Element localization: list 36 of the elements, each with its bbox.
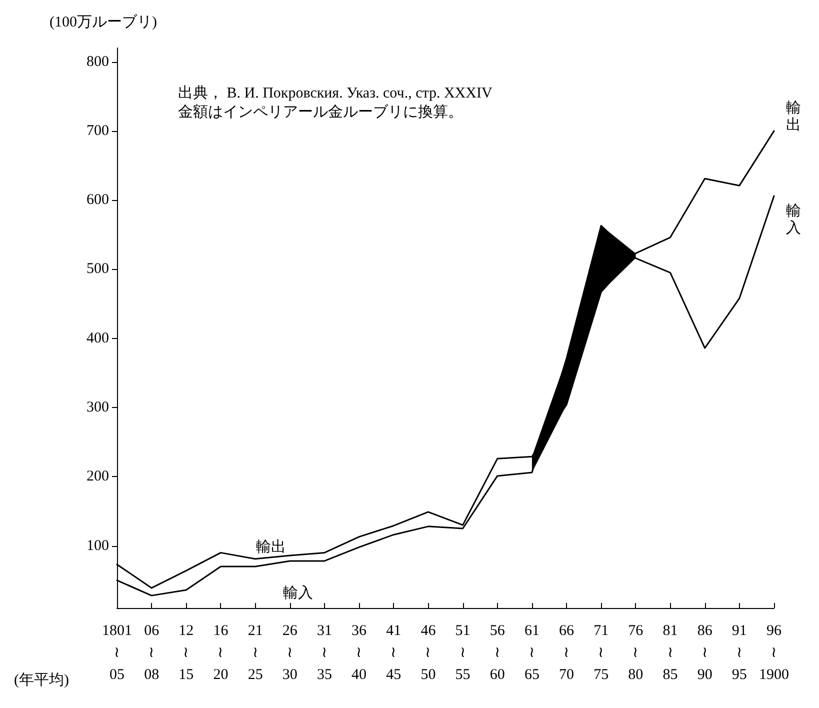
y-axis-title: (100万ルーブリ) <box>50 14 157 30</box>
y-tick-label: 500 <box>86 261 109 278</box>
y-tick-label: 800 <box>86 54 109 70</box>
series-label: 輸入 <box>786 202 801 236</box>
x-tick-label: 61 ≀ 65 <box>524 623 540 683</box>
x-tick-label: 16 ≀ 20 <box>213 623 229 683</box>
x-tick-label: 91 ≀ 95 <box>732 623 747 683</box>
x-tick-label: 86 ≀ 90 <box>697 623 713 683</box>
annotation: 出典， В. И. Покровския. Указ. соч., стр. XXXIV <box>178 84 492 102</box>
x-tick-label: 71 ≀ 75 <box>594 623 609 683</box>
x-tick-label: 56 ≀ 60 <box>490 623 506 683</box>
text: 輸出 <box>786 99 801 134</box>
x-tick-label: 21 ≀ 25 <box>248 623 263 683</box>
y-tick-label: 600 <box>86 192 109 208</box>
x-tick-label: 76 ≀ 80 <box>628 623 644 683</box>
x-tick-label: 31 ≀ 35 <box>316 623 332 683</box>
x-tick-label: 46 ≀ 50 <box>420 623 436 683</box>
x-tick-label: 12 ≀ 15 <box>178 623 194 683</box>
x-tick-label: 36 ≀ 40 <box>352 623 368 683</box>
x-tick-label: 41 ≀ 45 <box>386 623 402 683</box>
y-tick-label: 300 <box>86 400 109 416</box>
y-tick-label: 200 <box>86 468 109 485</box>
y-tick-label: 700 <box>86 122 109 139</box>
x-tick-label: 51 ≀ 55 <box>455 623 470 683</box>
x-tick-label: 81 ≀ 85 <box>662 623 678 683</box>
annotation: 輸入 <box>283 584 313 602</box>
x-tick-label: 66 ≀ 70 <box>559 623 575 683</box>
y-tick-label: 400 <box>86 330 109 346</box>
x-tick-label: 1801 ≀ 05 <box>102 623 132 683</box>
x-tick-label: 96 ≀ 1900 <box>759 623 789 683</box>
x-tick-label: 26 ≀ 30 <box>282 623 298 683</box>
x-tick-label: 06 ≀ 08 <box>144 623 160 683</box>
series-label: 輸出 <box>256 538 286 556</box>
annotation: 金額はインペリアール金ルーブリに換算。 <box>178 104 463 120</box>
y-tick-label: 100 <box>86 538 109 554</box>
text: (年平均) <box>14 672 69 688</box>
